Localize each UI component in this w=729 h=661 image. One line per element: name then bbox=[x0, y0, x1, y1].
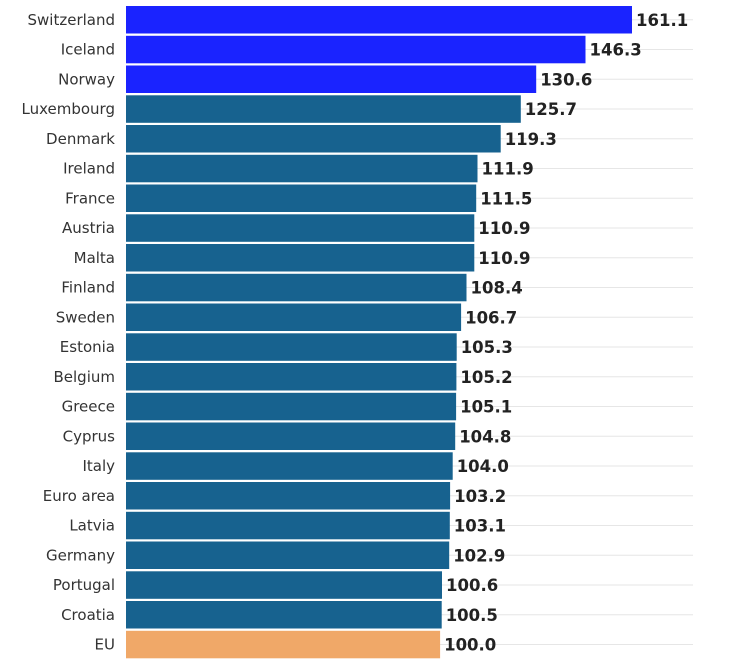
category-label-portugal: Portugal bbox=[53, 576, 115, 594]
bar-portugal bbox=[126, 571, 442, 599]
bar-belgium bbox=[126, 363, 457, 391]
bar-denmark bbox=[126, 125, 501, 153]
category-label-france: France bbox=[65, 189, 115, 207]
value-labels: 161.1 146.3 130.6 125.7 119.3 111.9 111.5 110.9… bbox=[444, 11, 688, 655]
value-label-euro-area: 103.2 bbox=[454, 487, 506, 506]
category-label-luxembourg: Luxembourg bbox=[22, 100, 116, 118]
value-label-estonia: 105.3 bbox=[461, 338, 513, 357]
category-label-croatia: Croatia bbox=[61, 606, 115, 624]
category-label-iceland: Iceland bbox=[61, 41, 115, 59]
bar-malta bbox=[126, 244, 475, 272]
value-label-belgium: 105.2 bbox=[460, 368, 512, 387]
bar-finland bbox=[126, 273, 467, 302]
category-label-finland: Finland bbox=[61, 279, 115, 297]
value-label-finland: 108.4 bbox=[471, 279, 523, 298]
category-label-cyprus: Cyprus bbox=[63, 427, 116, 445]
value-label-denmark: 119.3 bbox=[505, 130, 557, 149]
bar-latvia bbox=[126, 511, 450, 540]
bar-sweden bbox=[126, 303, 462, 331]
category-label-latvia: Latvia bbox=[69, 517, 115, 535]
bar-estonia bbox=[126, 333, 457, 361]
category-labels: Switzerland Iceland Norway Luxembourg Denmar… bbox=[22, 11, 116, 654]
bar-switzerland bbox=[126, 6, 632, 34]
category-label-switzerland: Switzerland bbox=[28, 11, 116, 29]
category-label-ireland: Ireland bbox=[63, 160, 115, 178]
value-label-norway: 130.6 bbox=[540, 70, 592, 89]
category-label-germany: Germany bbox=[46, 546, 115, 564]
value-label-luxembourg: 125.7 bbox=[525, 100, 577, 119]
category-label-norway: Norway bbox=[58, 70, 115, 88]
bar-italy bbox=[126, 452, 453, 480]
bar-luxembourg bbox=[126, 95, 521, 123]
value-label-france: 111.5 bbox=[480, 189, 532, 208]
bar-austria bbox=[126, 214, 475, 242]
bar-cyprus bbox=[126, 422, 456, 450]
category-label-austria: Austria bbox=[62, 219, 115, 237]
value-label-latvia: 103.1 bbox=[454, 517, 506, 536]
category-label-denmark: Denmark bbox=[46, 130, 115, 148]
bar-norway bbox=[126, 65, 537, 93]
bar-germany bbox=[126, 541, 450, 569]
bar-france bbox=[126, 184, 477, 212]
category-label-eu: EU bbox=[95, 636, 115, 654]
category-label-malta: Malta bbox=[74, 249, 115, 267]
bar-euro-area bbox=[126, 482, 451, 510]
value-label-portugal: 100.6 bbox=[446, 576, 498, 595]
value-label-germany: 102.9 bbox=[453, 546, 505, 565]
value-label-austria: 110.9 bbox=[478, 219, 530, 238]
category-label-greece: Greece bbox=[62, 398, 115, 416]
value-label-ireland: 111.9 bbox=[482, 160, 534, 179]
value-label-italy: 104.0 bbox=[457, 457, 509, 476]
category-label-italy: Italy bbox=[82, 457, 115, 475]
value-label-cyprus: 104.8 bbox=[459, 427, 511, 446]
bar-iceland bbox=[126, 35, 586, 64]
bar-greece bbox=[126, 392, 457, 421]
category-label-euro-area: Euro area bbox=[43, 487, 115, 505]
value-label-switzerland: 161.1 bbox=[636, 11, 688, 30]
category-label-sweden: Sweden bbox=[56, 308, 115, 326]
category-label-belgium: Belgium bbox=[54, 368, 116, 386]
category-label-estonia: Estonia bbox=[60, 338, 115, 356]
value-label-sweden: 106.7 bbox=[465, 308, 517, 327]
bar-ireland bbox=[126, 154, 478, 183]
value-label-iceland: 146.3 bbox=[590, 41, 642, 60]
value-label-greece: 105.1 bbox=[460, 398, 512, 417]
bar-croatia bbox=[126, 601, 442, 629]
bar-eu bbox=[126, 630, 441, 659]
value-label-eu: 100.0 bbox=[444, 636, 496, 655]
value-label-malta: 110.9 bbox=[478, 249, 530, 268]
value-label-croatia: 100.5 bbox=[446, 606, 498, 625]
bars bbox=[126, 6, 632, 659]
